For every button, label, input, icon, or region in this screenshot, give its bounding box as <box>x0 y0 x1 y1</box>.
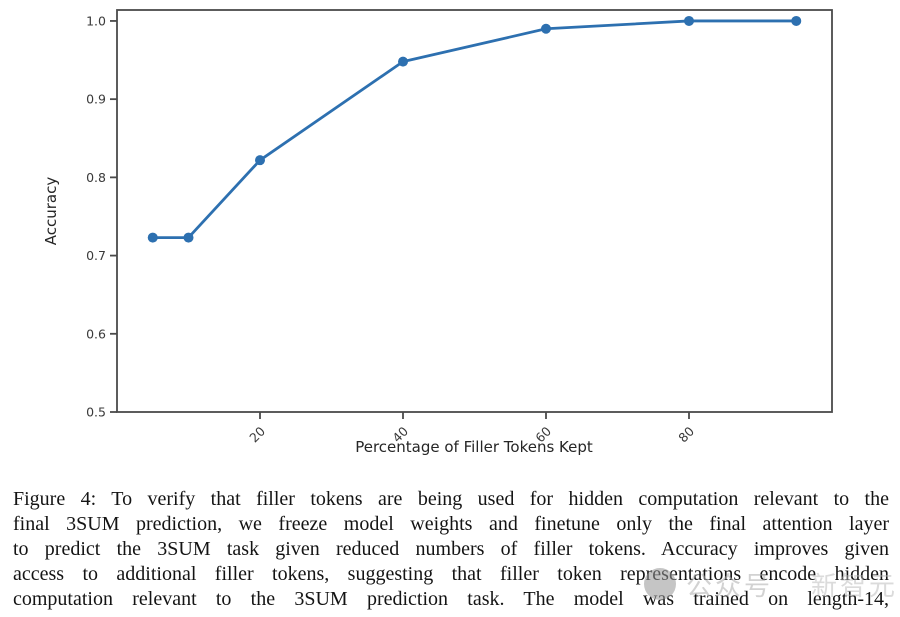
y-tick-label: 0.5 <box>86 405 106 420</box>
caption-line: computation relevant to the 3SUM predict… <box>13 588 889 610</box>
accuracy-line <box>151 19 798 239</box>
data-point-marker <box>398 56 408 67</box>
figure-caption: Figure 4: To verify that filler tokens a… <box>13 487 889 612</box>
data-point-marker <box>791 15 802 26</box>
data-point-marker <box>684 15 694 26</box>
caption-line: final 3SUM prediction, we freeze model w… <box>13 513 889 535</box>
y-tick-label: 0.9 <box>86 92 106 107</box>
x-tick-label: 20 <box>246 423 268 445</box>
caption-line: Figure 4: To verify that filler tokens a… <box>13 488 889 510</box>
accuracy-line-chart: 0.50.60.70.80.91.020 40 60 80 Accuracy Perc… <box>42 9 833 456</box>
y-tick-label: 0.8 <box>86 170 106 185</box>
data-point-marker <box>541 23 551 34</box>
y-tick-label: 0.6 <box>86 326 106 341</box>
data-point-marker <box>255 155 265 166</box>
figure-chart: 0.5 0.6 0.7 0.8 0.9 1.0 20 40 60 80 Accuracy Perc… <box>42 9 833 456</box>
y-tick-label: 1.0 <box>86 13 106 28</box>
plot-spines <box>116 9 833 413</box>
data-point-marker <box>183 232 194 243</box>
caption-line: access to additional filler tokens, sugg… <box>13 563 889 585</box>
x-axis-label: Percentage of Filler Tokens Kept <box>355 438 593 456</box>
x-tick-label: 80 <box>675 423 697 445</box>
caption-line: to predict the 3SUM task given reduced n… <box>13 538 889 560</box>
y-axis-label: Accuracy <box>42 177 60 246</box>
y-tick-label: 0.7 <box>86 248 106 263</box>
plot-area: 0.50.60.70.80.91.020 40 60 80 <box>86 9 833 445</box>
data-point-marker <box>147 232 158 243</box>
